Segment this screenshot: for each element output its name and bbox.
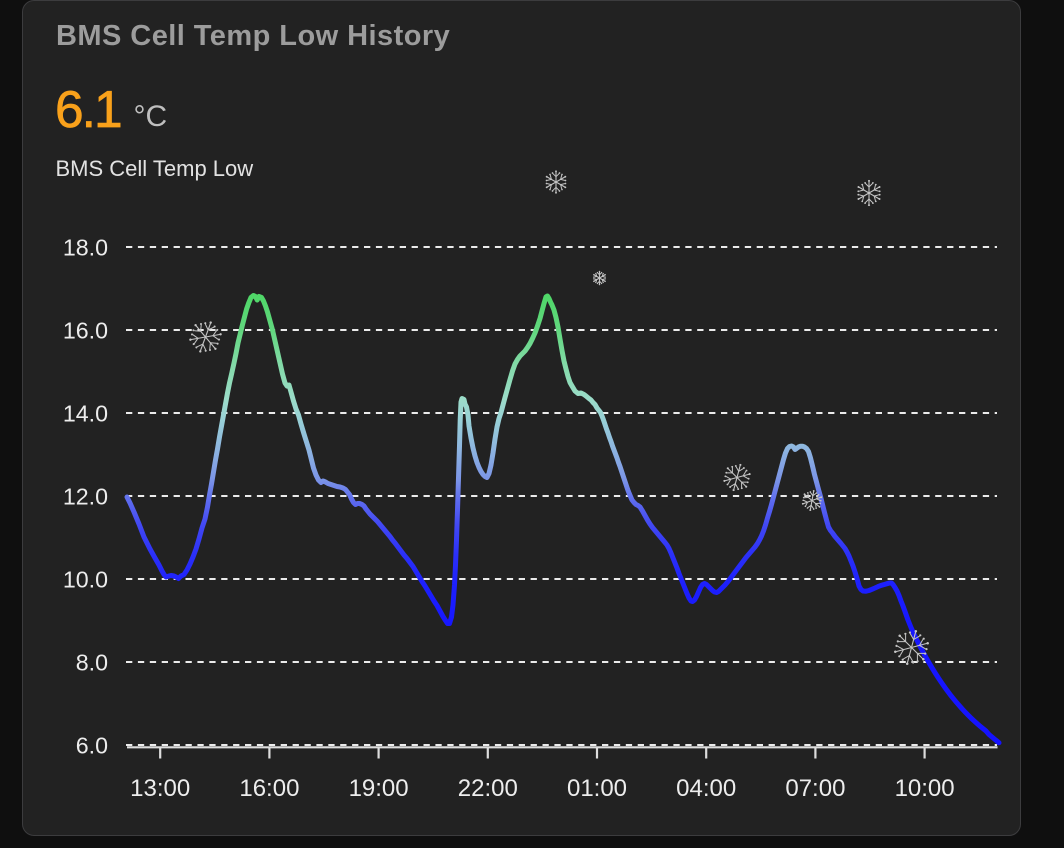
svg-text:16.0: 16.0 xyxy=(63,318,108,344)
svg-text:22:00: 22:00 xyxy=(458,775,518,802)
svg-text:07:00: 07:00 xyxy=(785,775,845,802)
svg-text:6.0: 6.0 xyxy=(76,733,108,759)
svg-text:18.0: 18.0 xyxy=(63,235,108,261)
svg-text:13:00: 13:00 xyxy=(130,775,190,802)
svg-text:10.0: 10.0 xyxy=(63,567,108,593)
svg-text:19:00: 19:00 xyxy=(349,775,409,802)
svg-text:01:00: 01:00 xyxy=(567,775,627,802)
svg-text:04:00: 04:00 xyxy=(676,775,736,802)
svg-text:12.0: 12.0 xyxy=(63,484,108,510)
svg-text:16:00: 16:00 xyxy=(239,775,299,802)
svg-text:14.0: 14.0 xyxy=(63,401,108,427)
svg-text:10:00: 10:00 xyxy=(895,775,955,802)
svg-text:8.0: 8.0 xyxy=(76,650,108,676)
